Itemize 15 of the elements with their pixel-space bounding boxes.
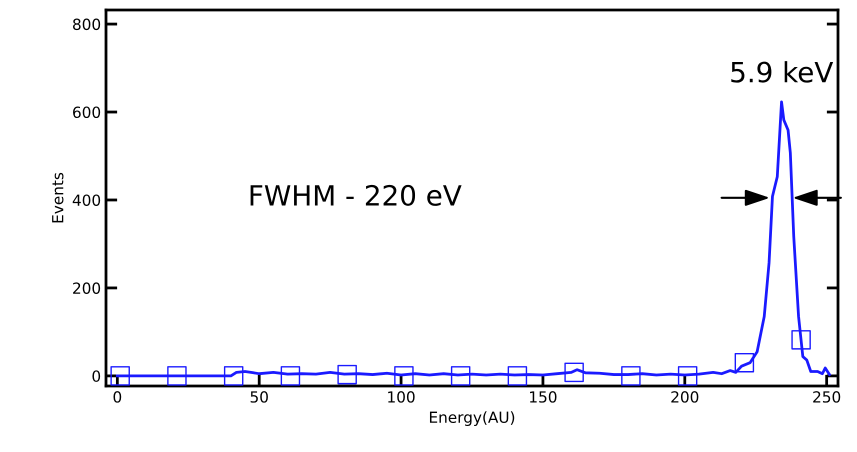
- x-tick-label: 0: [113, 391, 122, 403]
- annotation: 5.9 keV: [731, 61, 834, 83]
- x-tick-label: 150: [530, 391, 556, 403]
- y-tick-label: 600: [73, 106, 100, 118]
- x-tick-label: 100: [388, 391, 415, 403]
- y-axis-title: Events: [52, 172, 64, 222]
- y-tick-label: 800: [73, 18, 100, 30]
- y-tick-label: 400: [72, 194, 100, 206]
- x-tick-label: 50: [250, 391, 268, 403]
- y-tick-label: 200: [73, 282, 100, 294]
- annotation: FWHM - 220 eV: [250, 184, 462, 206]
- x-tick-label: 200: [671, 391, 698, 403]
- y-tick-label: 0: [92, 370, 100, 382]
- x-axis-title: Energy(AU): [430, 411, 514, 426]
- x-tick-label: 250: [813, 391, 840, 403]
